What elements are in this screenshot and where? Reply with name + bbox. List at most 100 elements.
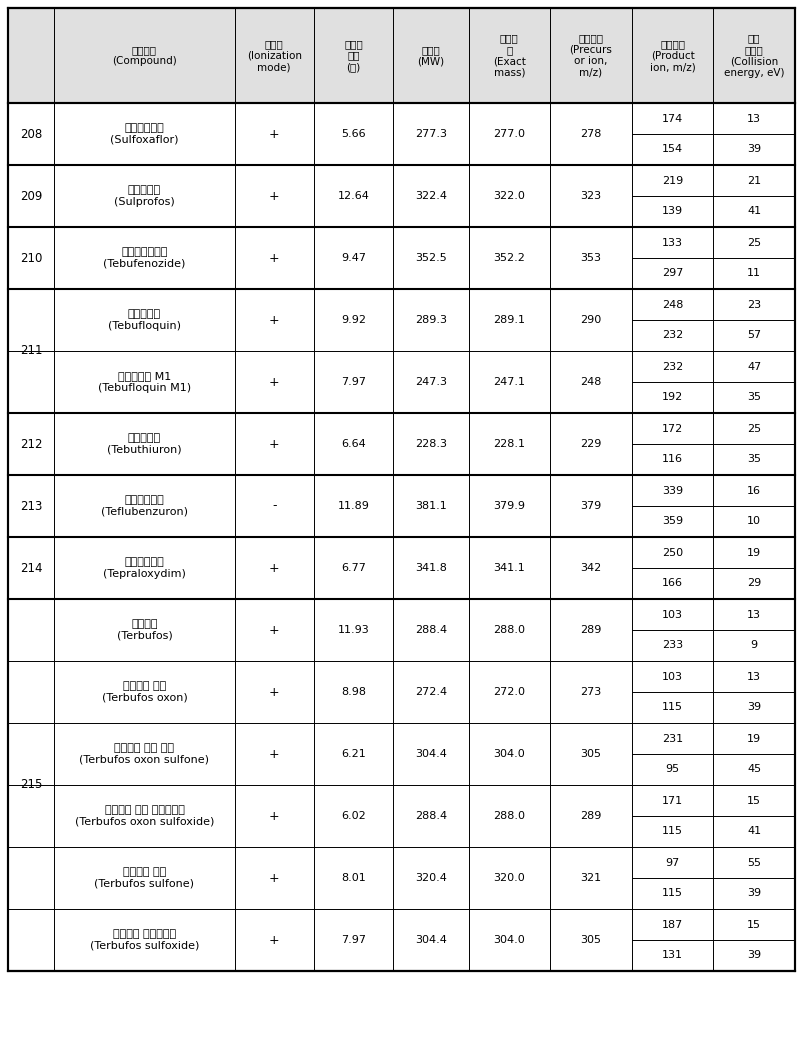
Text: 288.4: 288.4 bbox=[414, 811, 446, 821]
Text: +: + bbox=[269, 128, 279, 140]
Text: 228.3: 228.3 bbox=[414, 439, 446, 449]
Text: +: + bbox=[269, 872, 279, 884]
Text: 342: 342 bbox=[580, 563, 601, 572]
Text: 터부포스 옥손 설폰
(Terbufos oxon sulfone): 터부포스 옥손 설폰 (Terbufos oxon sulfone) bbox=[79, 743, 209, 765]
Text: 8.98: 8.98 bbox=[341, 687, 366, 697]
Text: 관측질
량
(Exact
mass): 관측질 량 (Exact mass) bbox=[492, 33, 525, 78]
Text: 321: 321 bbox=[580, 873, 601, 883]
Text: 166: 166 bbox=[661, 579, 683, 588]
Text: 13: 13 bbox=[746, 113, 760, 124]
Text: 379.9: 379.9 bbox=[492, 501, 525, 511]
Text: 187: 187 bbox=[661, 920, 683, 930]
Text: 충돌
에너지
(Collision
energy, eV): 충돌 에너지 (Collision energy, eV) bbox=[723, 33, 784, 78]
Text: 341.1: 341.1 bbox=[492, 563, 525, 572]
Text: 13: 13 bbox=[746, 610, 760, 619]
Text: 29: 29 bbox=[746, 579, 760, 588]
Text: 터부포스
(Terbufos): 터부포스 (Terbufos) bbox=[116, 619, 172, 641]
Text: 248: 248 bbox=[580, 377, 601, 387]
Text: 103: 103 bbox=[661, 610, 683, 619]
Text: 이온화
(Ionization
mode): 이온화 (Ionization mode) bbox=[246, 38, 302, 72]
Text: 273: 273 bbox=[580, 687, 601, 697]
Text: 212: 212 bbox=[20, 437, 43, 451]
Text: 290: 290 bbox=[580, 315, 601, 325]
Text: 9.47: 9.47 bbox=[341, 254, 366, 263]
Text: 320.4: 320.4 bbox=[415, 873, 446, 883]
Text: 47: 47 bbox=[746, 362, 760, 372]
Text: 115: 115 bbox=[661, 702, 683, 713]
Text: 6.21: 6.21 bbox=[341, 749, 365, 760]
Text: 터부포스 옥손 설폭사이드
(Terbufos oxon sulfoxide): 터부포스 옥손 설폭사이드 (Terbufos oxon sulfoxide) bbox=[75, 805, 214, 827]
Text: 41: 41 bbox=[746, 826, 760, 836]
Text: 16: 16 bbox=[746, 485, 760, 496]
Text: 232: 232 bbox=[661, 330, 683, 341]
Text: +: + bbox=[269, 189, 279, 203]
Text: 288.0: 288.0 bbox=[492, 625, 525, 635]
Text: 341.8: 341.8 bbox=[415, 563, 446, 572]
Text: 305: 305 bbox=[580, 749, 601, 760]
Text: 테부플로퀸
(Tebufloquin): 테부플로퀸 (Tebufloquin) bbox=[107, 310, 180, 330]
Text: 289: 289 bbox=[580, 625, 601, 635]
Text: 304.4: 304.4 bbox=[415, 749, 446, 760]
Text: 231: 231 bbox=[661, 734, 683, 744]
Text: 322.4: 322.4 bbox=[414, 191, 446, 201]
Text: 272.0: 272.0 bbox=[492, 687, 525, 697]
Text: 테부플로퀸 M1
(Tebufloquin M1): 테부플로퀸 M1 (Tebufloquin M1) bbox=[98, 371, 191, 393]
Text: 21: 21 bbox=[746, 176, 760, 186]
Text: 13: 13 bbox=[746, 671, 760, 682]
Text: 215: 215 bbox=[20, 778, 43, 792]
Text: 35: 35 bbox=[746, 393, 760, 402]
Text: 7.97: 7.97 bbox=[341, 377, 366, 387]
Text: 277.0: 277.0 bbox=[492, 129, 525, 139]
Text: 머무름
시간
(분): 머무름 시간 (분) bbox=[343, 38, 363, 72]
Text: 11.89: 11.89 bbox=[337, 501, 369, 511]
Text: 171: 171 bbox=[661, 796, 683, 805]
Text: 304.0: 304.0 bbox=[492, 935, 525, 945]
Text: 211: 211 bbox=[20, 345, 43, 357]
Text: 289.1: 289.1 bbox=[492, 315, 525, 325]
Text: 55: 55 bbox=[746, 857, 760, 868]
Text: 228.1: 228.1 bbox=[492, 439, 525, 449]
Text: 232: 232 bbox=[661, 362, 683, 372]
Text: 23: 23 bbox=[746, 299, 760, 310]
Text: 131: 131 bbox=[661, 951, 683, 960]
Text: 테부티우론
(Tebuthiuron): 테부티우론 (Tebuthiuron) bbox=[107, 433, 181, 455]
Text: 219: 219 bbox=[661, 176, 683, 186]
Text: +: + bbox=[269, 747, 279, 761]
Text: 8.01: 8.01 bbox=[341, 873, 365, 883]
Text: 172: 172 bbox=[661, 424, 683, 433]
Text: 233: 233 bbox=[661, 640, 683, 650]
Text: 322.0: 322.0 bbox=[492, 191, 525, 201]
Text: +: + bbox=[269, 251, 279, 265]
Text: 247.3: 247.3 bbox=[414, 377, 446, 387]
Text: 192: 192 bbox=[661, 393, 683, 402]
Text: 339: 339 bbox=[661, 485, 683, 496]
Text: 분자량
(MW): 분자량 (MW) bbox=[417, 45, 444, 66]
Text: 139: 139 bbox=[661, 207, 683, 216]
Text: 11: 11 bbox=[746, 268, 760, 278]
Text: 분석성분
(Compound): 분석성분 (Compound) bbox=[112, 45, 176, 66]
Text: 174: 174 bbox=[661, 113, 683, 124]
Text: 381.1: 381.1 bbox=[415, 501, 446, 511]
Text: 19: 19 bbox=[746, 734, 760, 744]
Text: 6.77: 6.77 bbox=[341, 563, 366, 572]
Text: 19: 19 bbox=[746, 548, 760, 558]
Text: 154: 154 bbox=[661, 144, 683, 155]
Text: 39: 39 bbox=[746, 951, 760, 960]
Text: 45: 45 bbox=[746, 765, 760, 774]
Text: 305: 305 bbox=[580, 935, 601, 945]
Text: 터부포스 옥손
(Terbufos oxon): 터부포스 옥손 (Terbufos oxon) bbox=[101, 682, 187, 702]
Text: 테플루벤주론
(Teflubenzuron): 테플루벤주론 (Teflubenzuron) bbox=[101, 496, 188, 516]
Text: 133: 133 bbox=[661, 238, 683, 247]
Text: 289: 289 bbox=[580, 811, 601, 821]
Text: +: + bbox=[269, 686, 279, 698]
Text: 9: 9 bbox=[750, 640, 757, 650]
Text: 설폭사플로르
(Sulfoxaflor): 설폭사플로르 (Sulfoxaflor) bbox=[110, 124, 179, 144]
Text: 테부페노자이드
(Tebufenozide): 테부페노자이드 (Tebufenozide) bbox=[103, 247, 185, 269]
Text: 9.92: 9.92 bbox=[341, 315, 366, 325]
Text: +: + bbox=[269, 623, 279, 637]
Text: 15: 15 bbox=[746, 920, 760, 930]
Text: 278: 278 bbox=[580, 129, 601, 139]
Text: +: + bbox=[269, 809, 279, 823]
Text: +: + bbox=[269, 375, 279, 389]
Text: 323: 323 bbox=[580, 191, 601, 201]
